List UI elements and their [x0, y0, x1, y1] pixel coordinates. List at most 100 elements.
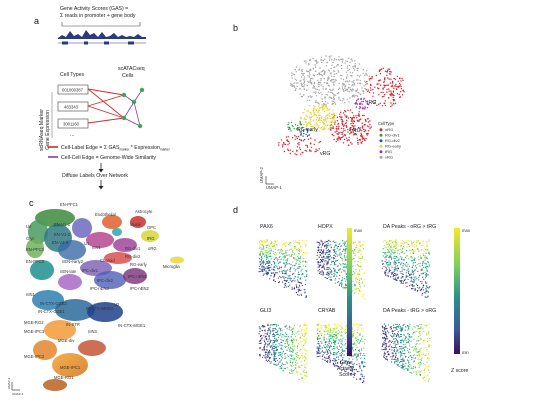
- umap-b-point: [317, 109, 320, 112]
- umap-d-point: [426, 340, 429, 343]
- umap-d-point: [330, 353, 332, 355]
- umap-d-point: [304, 288, 306, 291]
- umap-d-point: [361, 249, 363, 251]
- umap-d-point: [426, 296, 428, 298]
- umap-d-point: [293, 334, 295, 336]
- umap-d-point: [258, 254, 261, 256]
- umap-b-point: [327, 91, 329, 93]
- umap-b-point: [320, 79, 322, 81]
- umap-d-point: [269, 345, 271, 347]
- umap-d-point: [340, 346, 342, 348]
- umap-d-point: [344, 344, 346, 346]
- umap-b-point: [322, 121, 325, 124]
- umap-d-point: [427, 357, 429, 359]
- umap-d-point: [428, 253, 430, 255]
- umap-b-point: [376, 83, 378, 86]
- umap-b-point: [338, 96, 340, 99]
- umap-b-point: [369, 87, 372, 89]
- umap-d-point: [385, 343, 387, 345]
- umap-d-point: [273, 359, 275, 361]
- umap-d-point: [262, 240, 264, 242]
- umap-d-point: [274, 351, 276, 353]
- umap-d-point: [288, 276, 290, 278]
- umap-d-point: [279, 250, 281, 252]
- umap-d-point: [258, 271, 260, 273]
- umap-d-point: [292, 240, 294, 242]
- umap-d-point: [290, 358, 292, 360]
- umap-d-point: [279, 365, 281, 368]
- umap-d-point: [394, 343, 397, 345]
- umap-b-point: [383, 84, 386, 87]
- umap-d-point: [277, 324, 279, 326]
- umap-d-point: [301, 379, 303, 381]
- umap-d-point: [269, 278, 271, 280]
- umap-d-point: [401, 262, 403, 264]
- umap-d-point: [263, 241, 266, 243]
- umap-b-point: [300, 79, 302, 82]
- umap-b-point: [300, 153, 302, 155]
- umap-d-point: [428, 251, 430, 253]
- umap-d-point: [267, 272, 269, 274]
- umap-d-point: [336, 247, 338, 249]
- umap-b-label-trg: tRG: [367, 100, 376, 106]
- umap-d-point: [344, 360, 346, 363]
- umap-d-point: [410, 242, 413, 244]
- umap-d-point: [414, 269, 416, 271]
- umap-d-point: [328, 328, 330, 330]
- umap-d-point: [281, 341, 283, 343]
- umap-d-point: [426, 242, 428, 244]
- umap-b-point: [307, 96, 310, 98]
- umap-d-point: [294, 335, 296, 338]
- umap-b-point: [334, 123, 336, 125]
- umap-b-point: [395, 88, 398, 91]
- umap-d-point: [345, 249, 347, 251]
- umap-b-point: [334, 81, 336, 83]
- umap-d-point: [291, 250, 293, 252]
- umap-d-point: [261, 334, 263, 337]
- umap-d-point: [344, 287, 346, 289]
- umap-d-point: [334, 248, 336, 250]
- umap-d-point: [259, 239, 261, 241]
- umap-b-point: [350, 141, 352, 144]
- umap-d-point: [425, 256, 427, 258]
- umap-b-point: [330, 113, 333, 115]
- umap-d-point: [271, 272, 273, 274]
- umap-d-point: [363, 352, 365, 355]
- umap-d-point: [338, 249, 340, 251]
- umap-d-point: [320, 261, 322, 263]
- umap-d-point: [341, 263, 344, 265]
- umap-d-point: [391, 251, 393, 253]
- umap-d-point: [352, 258, 354, 260]
- umap-d-point: [422, 273, 424, 275]
- umap-d-point: [298, 365, 300, 367]
- umap-d-point: [413, 249, 415, 251]
- umap-d-point: [361, 324, 363, 326]
- umap-d-point: [409, 343, 411, 345]
- umap-d-point: [361, 245, 363, 247]
- umap-d-point: [279, 255, 281, 258]
- umap-d-point: [359, 365, 361, 367]
- umap-b-point: [354, 63, 356, 65]
- umap-d-point: [259, 261, 261, 263]
- umap-d-point: [334, 252, 337, 254]
- umap-b-point: [326, 106, 328, 108]
- umap-d-point: [417, 325, 419, 327]
- umap-d-point: [272, 350, 275, 352]
- umap-b-point: [360, 118, 362, 120]
- umap-d-point: [390, 245, 393, 247]
- umap-d-point: [353, 342, 356, 344]
- umap-d-point: [348, 364, 350, 367]
- umap-b-point: [355, 133, 357, 136]
- umap-b-point: [358, 111, 360, 113]
- umap-d-point: [340, 253, 342, 255]
- umap-d-point: [286, 362, 288, 364]
- umap-d-point: [362, 354, 364, 356]
- umap-d-point: [362, 256, 364, 259]
- umap-d-point: [269, 240, 271, 242]
- umap-d-point: [344, 332, 346, 334]
- umap-d-point: [269, 340, 271, 342]
- umap-b-point: [361, 125, 364, 127]
- umap-b-point: [330, 75, 333, 77]
- umap-d-point: [271, 264, 273, 266]
- umap-d-point: [335, 331, 337, 333]
